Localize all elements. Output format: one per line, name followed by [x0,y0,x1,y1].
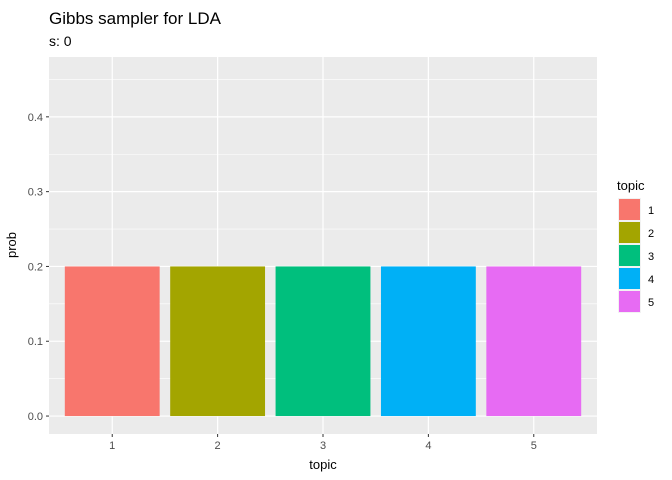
chart-subtitle: s: 0 [49,33,72,49]
x-axis-ticks: 1 2 3 4 5 [109,434,537,452]
x-axis-title: topic [309,457,337,472]
x-tick-label: 1 [109,440,115,452]
legend-title: topic [617,178,645,193]
legend-swatch-1 [619,199,640,220]
y-axis-title: prob [4,232,19,258]
bar-topic-4 [380,266,476,417]
x-tick-label: 5 [531,440,537,452]
x-tick-label: 4 [425,440,431,452]
legend-label: 5 [648,297,654,309]
bar-topic-3 [275,266,371,417]
legend-swatch-2 [619,222,640,243]
bar-topic-1 [64,266,160,417]
legend-swatch-3 [619,245,640,266]
y-tick-label: 0.3 [28,187,43,199]
y-tick-label: 0.4 [28,112,43,124]
y-tick-label: 0.0 [28,411,43,423]
legend-label: 4 [648,274,654,286]
x-tick-label: 2 [215,440,221,452]
y-tick-label: 0.2 [28,261,43,273]
y-axis-ticks: 0.0 0.1 0.2 0.3 0.4 [28,112,49,423]
legend-label: 2 [648,228,654,240]
x-tick-label: 3 [320,440,326,452]
bar-topic-2 [170,266,266,417]
chart-title: Gibbs sampler for LDA [49,9,222,28]
legend-label: 1 [648,205,654,217]
legend-label: 3 [648,251,654,263]
legend-swatch-5 [619,291,640,312]
bar-topic-5 [486,266,582,417]
legend-swatch-4 [619,268,640,289]
y-tick-label: 0.1 [28,336,43,348]
legend: topic 1 2 3 4 5 [617,178,654,313]
bars [64,266,582,417]
